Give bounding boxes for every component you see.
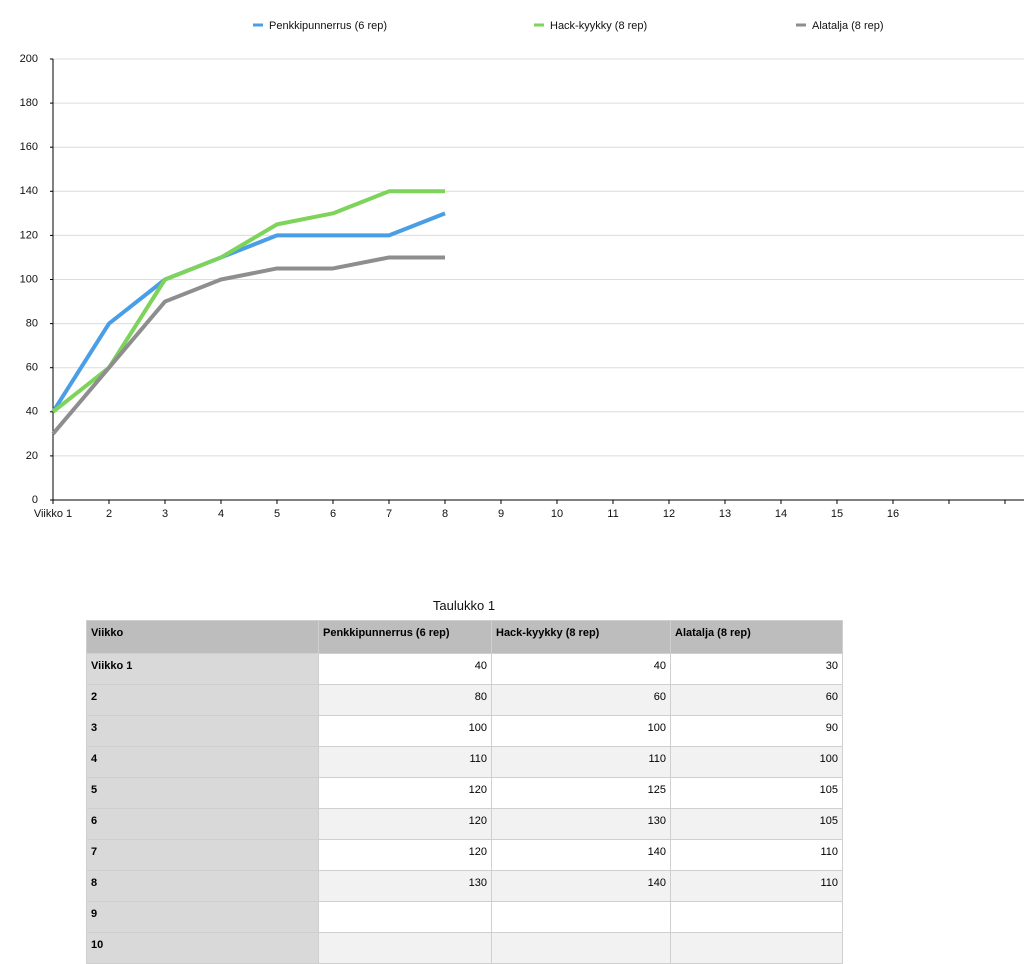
table-cell: 100 — [670, 746, 843, 778]
table-cell: 60 — [670, 684, 843, 716]
x-tick-label: 16 — [887, 508, 899, 520]
x-tick-label: 5 — [274, 508, 280, 520]
table-cell: 110 — [670, 870, 843, 902]
series-line — [51, 211, 446, 413]
table-cell: 130 — [318, 870, 492, 902]
table-cell: 120 — [318, 808, 492, 840]
y-tick-label: 180 — [20, 97, 38, 109]
x-tick-label: 8 — [442, 508, 448, 520]
y-tick-label: 120 — [20, 229, 38, 241]
x-tick-label: 6 — [330, 508, 336, 520]
y-tick-label: 200 — [20, 53, 38, 65]
table-cell — [491, 901, 671, 933]
table-row: Viikko 1 40 40 30 — [86, 653, 843, 685]
table-cell: 7 — [86, 839, 319, 871]
table-row: 4 110 110 100 — [86, 746, 843, 778]
x-tick-label: 2 — [106, 508, 112, 520]
table-cell: 110 — [670, 839, 843, 871]
table-cell — [318, 901, 492, 933]
x-tick-label: 7 — [386, 508, 392, 520]
table-cell: 30 — [670, 653, 843, 685]
table-row: 3 100 100 90 — [86, 715, 843, 747]
table-cell: 40 — [491, 653, 671, 685]
x-tick-label: 12 — [663, 508, 675, 520]
legend-label: Penkkipunnerrus (6 rep) — [269, 20, 387, 32]
table-cell: 8 — [86, 870, 319, 902]
header-cell: Penkkipunnerrus (6 rep) — [318, 620, 492, 654]
table-cell: 140 — [491, 870, 671, 902]
table-row: 7 120 140 110 — [86, 839, 843, 871]
table-row: 2 80 60 60 — [86, 684, 843, 716]
table-cell: 80 — [318, 684, 492, 716]
table-cell: 3 — [86, 715, 319, 747]
table-cell: 90 — [670, 715, 843, 747]
header-cell: Viikko — [86, 620, 319, 654]
table-cell: 105 — [670, 777, 843, 809]
table-row: 9 — [86, 901, 843, 933]
header-row: Viikko Penkkipunnerrus (6 rep) Hack-kyykky… — [86, 620, 843, 654]
table-cell: 130 — [491, 808, 671, 840]
table-cell — [491, 932, 671, 964]
x-tick-label: 13 — [719, 508, 731, 520]
table-cell: 110 — [318, 746, 492, 778]
table-cell: 9 — [86, 901, 319, 933]
table-cell: 2 — [86, 684, 319, 716]
table-cell: 120 — [318, 777, 492, 809]
legend-label: Alatalja (8 rep) — [812, 20, 884, 32]
x-tick-label: Viikko 1 — [34, 508, 72, 520]
y-tick-label: 100 — [20, 273, 38, 285]
y-tick-label: 140 — [20, 185, 38, 197]
y-tick-label: 80 — [26, 318, 38, 330]
series-line — [51, 255, 445, 436]
table-cell: 120 — [318, 839, 492, 871]
table-row: 8 130 140 110 — [86, 870, 843, 902]
table-cell: 6 — [86, 808, 319, 840]
y-tick-label: 160 — [20, 141, 38, 153]
table-cell: 5 — [86, 777, 319, 809]
x-tick-label: 11 — [607, 508, 618, 520]
header-cell: Alatalja (8 rep) — [670, 620, 843, 654]
table-cell: 140 — [491, 839, 671, 871]
table-cell: 40 — [318, 653, 492, 685]
table-cell: 4 — [86, 746, 319, 778]
table-cell: 60 — [491, 684, 671, 716]
table-row: 5 120 125 105 — [86, 777, 843, 809]
series-line — [51, 189, 445, 414]
y-tick-label: 0 — [32, 494, 38, 506]
table-cell — [670, 901, 843, 933]
table-title: Taulukko 1 — [432, 598, 496, 613]
x-tick-label: 4 — [218, 508, 224, 520]
x-tick-label: 14 — [775, 508, 787, 520]
x-tick-label: 15 — [831, 508, 843, 520]
table-cell: 100 — [318, 715, 492, 747]
table-cell: Viikko 1 — [86, 653, 319, 685]
header-cell: Hack-kyykky (8 rep) — [491, 620, 671, 654]
legend-label: Hack-kyykky (8 rep) — [550, 20, 647, 32]
table-cell: 100 — [491, 715, 671, 747]
x-tick-label: 9 — [498, 508, 504, 520]
y-tick-label: 60 — [26, 362, 38, 374]
table-cell: 110 — [491, 746, 671, 778]
x-tick-label: 3 — [162, 508, 168, 520]
table: Viikko Penkkipunnerrus (6 rep) Hack-kyykky… — [86, 620, 843, 964]
y-tick-label: 20 — [26, 450, 38, 462]
table-row: 6 120 130 105 — [86, 808, 843, 840]
x-tick-label: 10 — [551, 508, 563, 520]
y-tick-label: 40 — [26, 406, 38, 418]
table-cell: 105 — [670, 808, 843, 840]
table-cell: 125 — [491, 777, 671, 809]
chart: 0 20 40 60 80 100 120 140 160 180 200 Viikko 1 2 3 4 5 6… — [20, 20, 1024, 520]
